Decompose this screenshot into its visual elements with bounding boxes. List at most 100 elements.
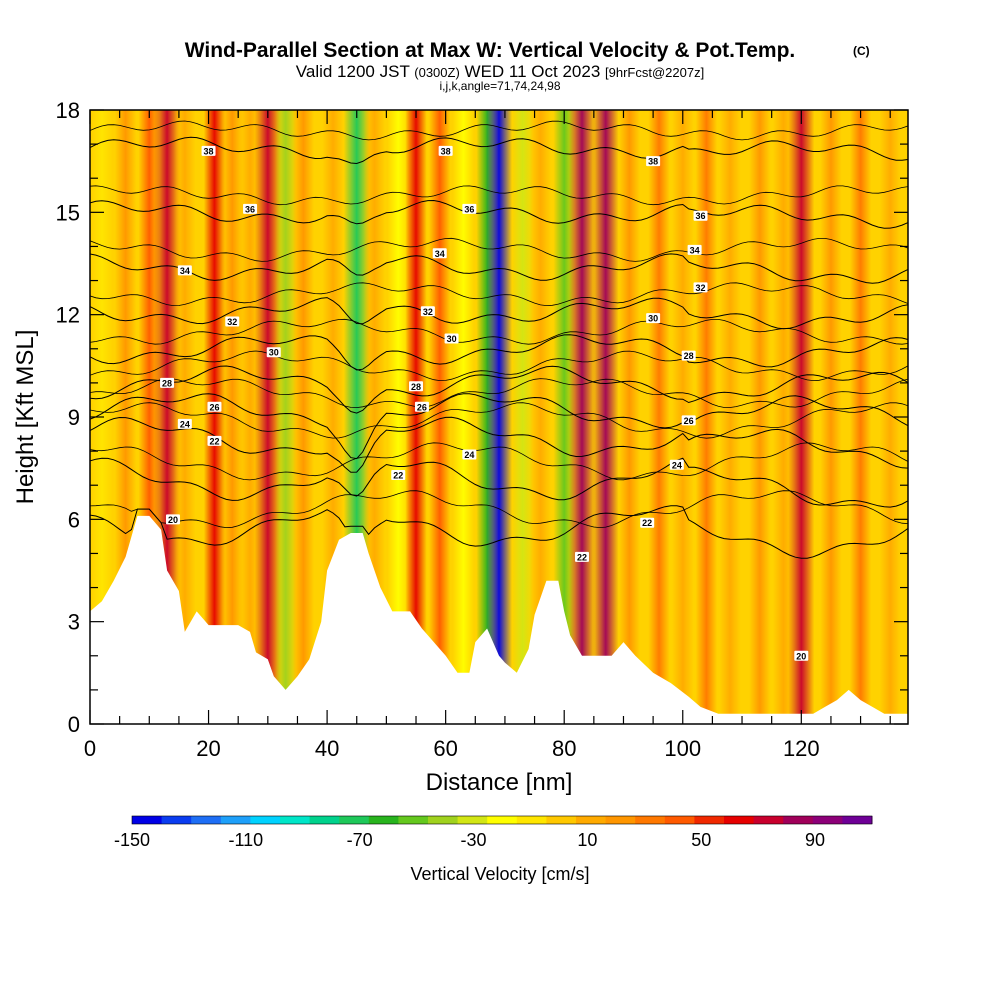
- isentrope-label: 36: [464, 204, 474, 214]
- isentrope-label: 30: [269, 348, 279, 358]
- velocity-streak: [719, 110, 741, 724]
- terrain-mask: [90, 515, 908, 724]
- colorbar-tick-label: -150: [114, 830, 150, 850]
- isentrope-label-bg: [207, 435, 222, 446]
- isentrope-line: [90, 505, 908, 559]
- isentrope-line: [90, 402, 908, 439]
- isentrope-label-bg: [177, 418, 192, 429]
- colorbar-cell: [516, 816, 547, 824]
- colorbar-cell: [339, 816, 370, 824]
- velocity-streak: [648, 110, 670, 724]
- y-tick-label: 3: [68, 610, 80, 635]
- y-tick-label: 6: [68, 507, 80, 532]
- isentrope-label-bg: [462, 203, 477, 214]
- chart-subtitle: Valid 1200 JST (0300Z) WED 11 Oct 2023 […: [296, 62, 704, 81]
- isentrope-label: 34: [690, 245, 700, 255]
- isentrope-line: [90, 120, 908, 141]
- colorbar-cell: [724, 816, 755, 824]
- y-tick-label: 15: [56, 200, 80, 225]
- x-axis: 0 20 40 60 80 100 120: [84, 110, 891, 761]
- isentrope-line: [90, 350, 908, 382]
- y-tick-label: 12: [56, 303, 80, 328]
- subtitle-valid: Valid 1200 JST: [296, 62, 410, 81]
- velocity-streak: [529, 110, 552, 724]
- colorbar-cell: [132, 816, 163, 824]
- colorbar-cell: [220, 816, 251, 824]
- isentrope-label-bg: [414, 401, 429, 412]
- isentrope-label-bg: [669, 459, 684, 470]
- colorbar-cell: [428, 816, 459, 824]
- isentrope-label-bg: [207, 401, 222, 412]
- isentrope-label: 26: [209, 402, 219, 412]
- velocity-streak: [512, 110, 534, 724]
- isentrope-label: 34: [435, 249, 445, 259]
- velocity-streak: [452, 110, 475, 724]
- velocity-streak: [749, 110, 771, 724]
- isentrope-line: [90, 378, 908, 409]
- isentrope-label: 34: [180, 266, 190, 276]
- colorbar-cell: [694, 816, 725, 824]
- isentrope-label: 36: [245, 204, 255, 214]
- isentrope-label: 24: [672, 460, 682, 470]
- colorbar-cell: [457, 816, 488, 824]
- colorbar: -150 -110 -70 -30 10 50 90: [114, 815, 873, 850]
- colorbar-cell: [635, 816, 666, 824]
- isentrope-label-bg: [432, 248, 447, 259]
- velocity-streak: [820, 110, 842, 724]
- isentrope-label: 32: [227, 317, 237, 327]
- isentrope-label-bg: [646, 156, 661, 167]
- colorbar-cell: [280, 816, 311, 824]
- isentrope-label-bg: [177, 265, 192, 276]
- colorbar-cell: [250, 816, 281, 824]
- isentrope-line: [90, 365, 908, 414]
- x-tick-label: 100: [664, 736, 701, 761]
- isentrope-label-bg: [693, 282, 708, 293]
- colorbar-cell: [605, 816, 636, 824]
- velocity-streak: [879, 110, 901, 724]
- isentrope-line: [90, 297, 908, 330]
- isentrope-label: 38: [441, 146, 451, 156]
- isentrope-label-bg: [225, 316, 240, 327]
- isentrope-label-bg: [409, 381, 424, 392]
- isentrope-label: 28: [411, 382, 421, 392]
- isentrope-label-bg: [462, 449, 477, 460]
- colorbar-cell: [783, 816, 814, 824]
- isentrope-labels: 38 38 38 36 36 36 34 34 34 32 32 32 30 30 30 28 28 28 26 26…: [160, 145, 809, 661]
- isentrope-label-bg: [201, 145, 216, 156]
- velocity-streak: [695, 110, 718, 724]
- isentrope-label-bg: [693, 210, 708, 221]
- isentrope-label: 32: [423, 307, 433, 317]
- colorbar-cell: [546, 816, 577, 824]
- colorbar-label: Vertical Velocity [cm/s]: [410, 864, 589, 884]
- isentrope-label: 20: [168, 515, 178, 525]
- isentrope-label: 36: [696, 211, 706, 221]
- colorbar-cell: [309, 816, 340, 824]
- velocity-streak: [485, 110, 513, 724]
- isentrope-line: [90, 416, 908, 473]
- colorbar-cell: [812, 816, 843, 824]
- velocity-streak: [788, 110, 815, 724]
- colorbar-cell: [576, 816, 607, 824]
- plot-area: 38 38 38 36 36 36 34 34 34 32 32 32 30 30 30 28 28 28 26 26…: [90, 110, 908, 724]
- subtitle-date: WED 11 Oct 2023: [465, 62, 601, 81]
- colorbar-tick-label: -30: [461, 830, 487, 850]
- x-tick-label: 80: [552, 736, 576, 761]
- isentrope-label: 20: [796, 651, 806, 661]
- subtitle-forecast: [9hrFcst@2207z]: [605, 65, 704, 80]
- isentrope-label: 22: [577, 552, 587, 562]
- colorbar-tick-label: 50: [691, 830, 711, 850]
- colorbar-tick-label: -70: [347, 830, 373, 850]
- y-tick-label: 0: [68, 712, 80, 737]
- isentrope-label-bg: [574, 551, 589, 562]
- isentrope-label-bg: [444, 333, 459, 344]
- colorbar-tick-label: 10: [577, 830, 597, 850]
- subtitle-utc: (0300Z): [414, 65, 460, 80]
- isentrope-label: 32: [696, 283, 706, 293]
- isentrope-line: [90, 393, 908, 460]
- isentrope-line: [90, 490, 908, 529]
- isentrope-label-bg: [266, 347, 281, 358]
- isentrope-line: [90, 442, 908, 481]
- colorbar-cell: [487, 816, 518, 824]
